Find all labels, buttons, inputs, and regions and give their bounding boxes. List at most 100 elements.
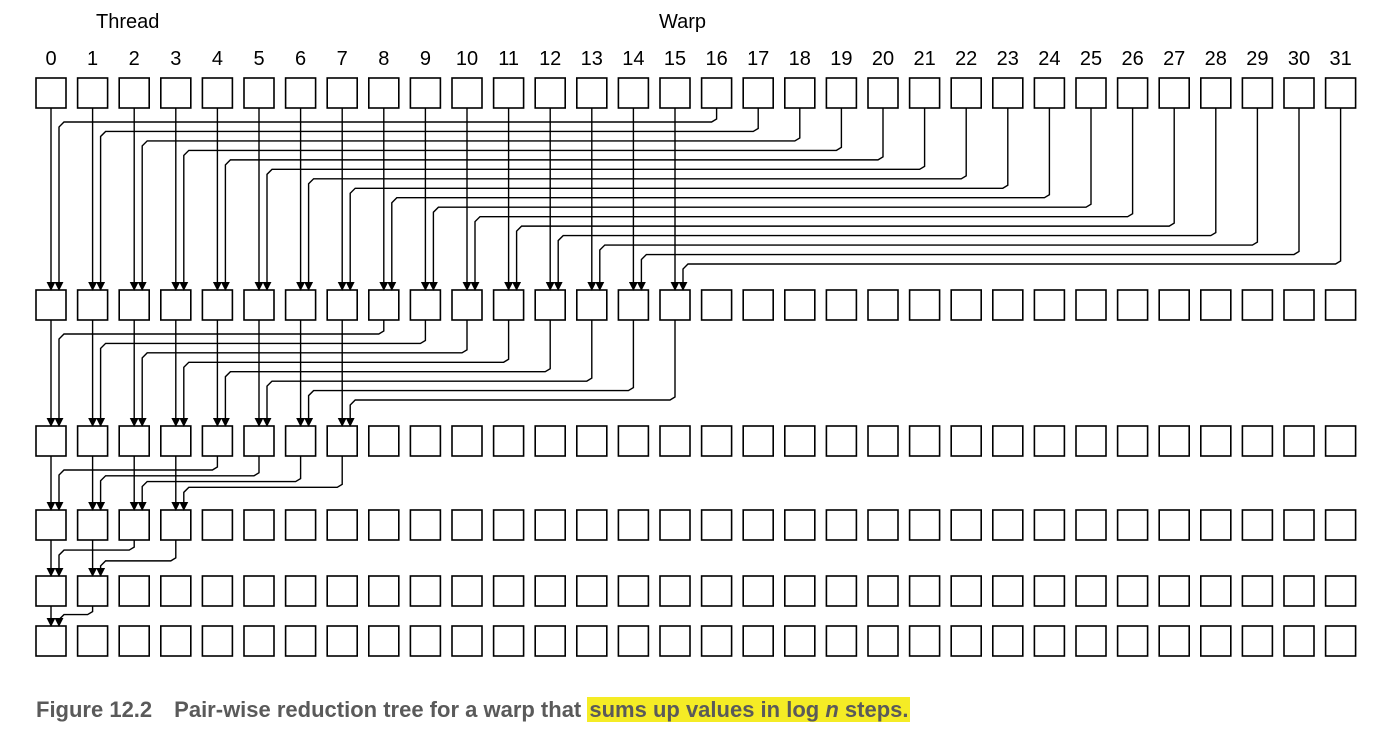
lane-cell <box>35 625 67 657</box>
lane-cell <box>1324 425 1357 457</box>
lane-cell <box>1033 289 1066 321</box>
lane-cell <box>243 425 275 457</box>
lane-cell <box>1241 625 1274 657</box>
reduction-arrow <box>96 108 759 291</box>
lane-cell <box>867 425 899 457</box>
lane-cell <box>35 575 67 607</box>
lane-cell <box>160 77 192 109</box>
lane-cell <box>409 575 442 607</box>
lane-cell <box>284 575 317 607</box>
lane-cell <box>783 575 816 607</box>
lane-cell <box>367 575 400 607</box>
lane-cell <box>160 289 192 321</box>
lane-cell <box>1075 77 1107 109</box>
lane-cell <box>1241 575 1274 607</box>
lane-cell <box>1033 625 1066 657</box>
lane-cell <box>867 509 899 541</box>
lane-cell <box>1241 509 1274 541</box>
lane-cell <box>908 77 941 109</box>
lane-cell <box>534 509 567 541</box>
lane-cell <box>742 625 775 657</box>
lane-cell <box>243 509 275 541</box>
caption-text: Pair-wise reduction tree for a warp that <box>174 697 588 722</box>
thread-index: 28 <box>1205 48 1227 70</box>
lane-cell <box>575 289 608 321</box>
lane-cell <box>76 509 109 541</box>
lane-cell <box>492 77 525 109</box>
lane-cell <box>118 289 150 321</box>
thread-index: 9 <box>420 48 431 70</box>
lane-cell <box>659 625 691 657</box>
lane-cell <box>76 625 109 657</box>
lane-cell <box>76 425 109 457</box>
lane-cell <box>243 625 275 657</box>
lane-cell <box>367 77 400 109</box>
figure-caption: Figure 12.2 Pair-wise reduction tree for … <box>36 694 911 726</box>
thread-index: 10 <box>456 48 478 70</box>
thread-index: 17 <box>747 48 769 70</box>
caption-highlight-pre: sums up values in log <box>589 697 826 722</box>
lane-cell <box>1200 509 1232 541</box>
reduction-arrow <box>96 320 427 427</box>
lane-cell <box>35 425 67 457</box>
lane-cell <box>534 289 567 321</box>
caption-highlight-post: steps. <box>838 697 909 722</box>
lane-cell <box>160 625 192 657</box>
lane-cell <box>575 625 608 657</box>
lane-cell <box>1158 425 1190 457</box>
lane-cell <box>451 575 483 607</box>
lane-cell <box>284 625 317 657</box>
lane-cell <box>118 425 150 457</box>
reduction-arrow <box>345 320 676 427</box>
thread-index: 15 <box>664 48 686 70</box>
thread-index: 27 <box>1163 48 1185 70</box>
reduction-arrow <box>96 456 260 511</box>
lane-cell <box>118 575 150 607</box>
lane-cell <box>1283 509 1315 541</box>
lane-cell <box>1075 625 1107 657</box>
lane-cell <box>783 289 816 321</box>
caption-highlight-var: n <box>825 697 839 722</box>
lane-cell <box>1116 575 1149 607</box>
lane-cell <box>1158 625 1190 657</box>
thread-index: 31 <box>1329 48 1351 70</box>
lane-cell <box>492 625 525 657</box>
lane-cell <box>492 509 525 541</box>
thread-label: Thread <box>96 11 159 33</box>
thread-index: 0 <box>45 48 56 70</box>
lane-cell <box>1075 289 1107 321</box>
lane-cell <box>825 77 858 109</box>
thread-index: 22 <box>955 48 977 70</box>
lane-cell <box>991 77 1024 109</box>
lane-cell <box>534 77 567 109</box>
lane-cell <box>1158 289 1190 321</box>
lane-cell <box>950 289 983 321</box>
lane-cell <box>950 77 983 109</box>
lane-cell <box>492 575 525 607</box>
lane-cell <box>617 77 650 109</box>
lane-cell <box>742 77 775 109</box>
lane-cell <box>1116 509 1149 541</box>
lane-cell <box>991 425 1024 457</box>
thread-index: 11 <box>498 48 519 70</box>
lane-cell <box>367 289 400 321</box>
lane-cell <box>492 425 525 457</box>
lane-cell <box>326 575 359 607</box>
lane-cell <box>1283 425 1315 457</box>
reduction-arrow <box>220 320 551 427</box>
lane-cell <box>243 289 275 321</box>
reduction-arrow <box>137 320 468 427</box>
lane-cell <box>991 509 1024 541</box>
lane-cells <box>35 77 1357 657</box>
reduction-arrow <box>387 108 1051 291</box>
lane-cell <box>326 625 359 657</box>
lane-cell <box>367 425 400 457</box>
lane-cell <box>1158 509 1190 541</box>
lane-cell <box>617 575 650 607</box>
lane-cell <box>617 289 650 321</box>
lane-cell <box>950 625 983 657</box>
thread-index: 25 <box>1080 48 1102 70</box>
lane-cell <box>326 509 359 541</box>
lane-cell <box>451 509 483 541</box>
thread-index: 3 <box>170 48 181 70</box>
